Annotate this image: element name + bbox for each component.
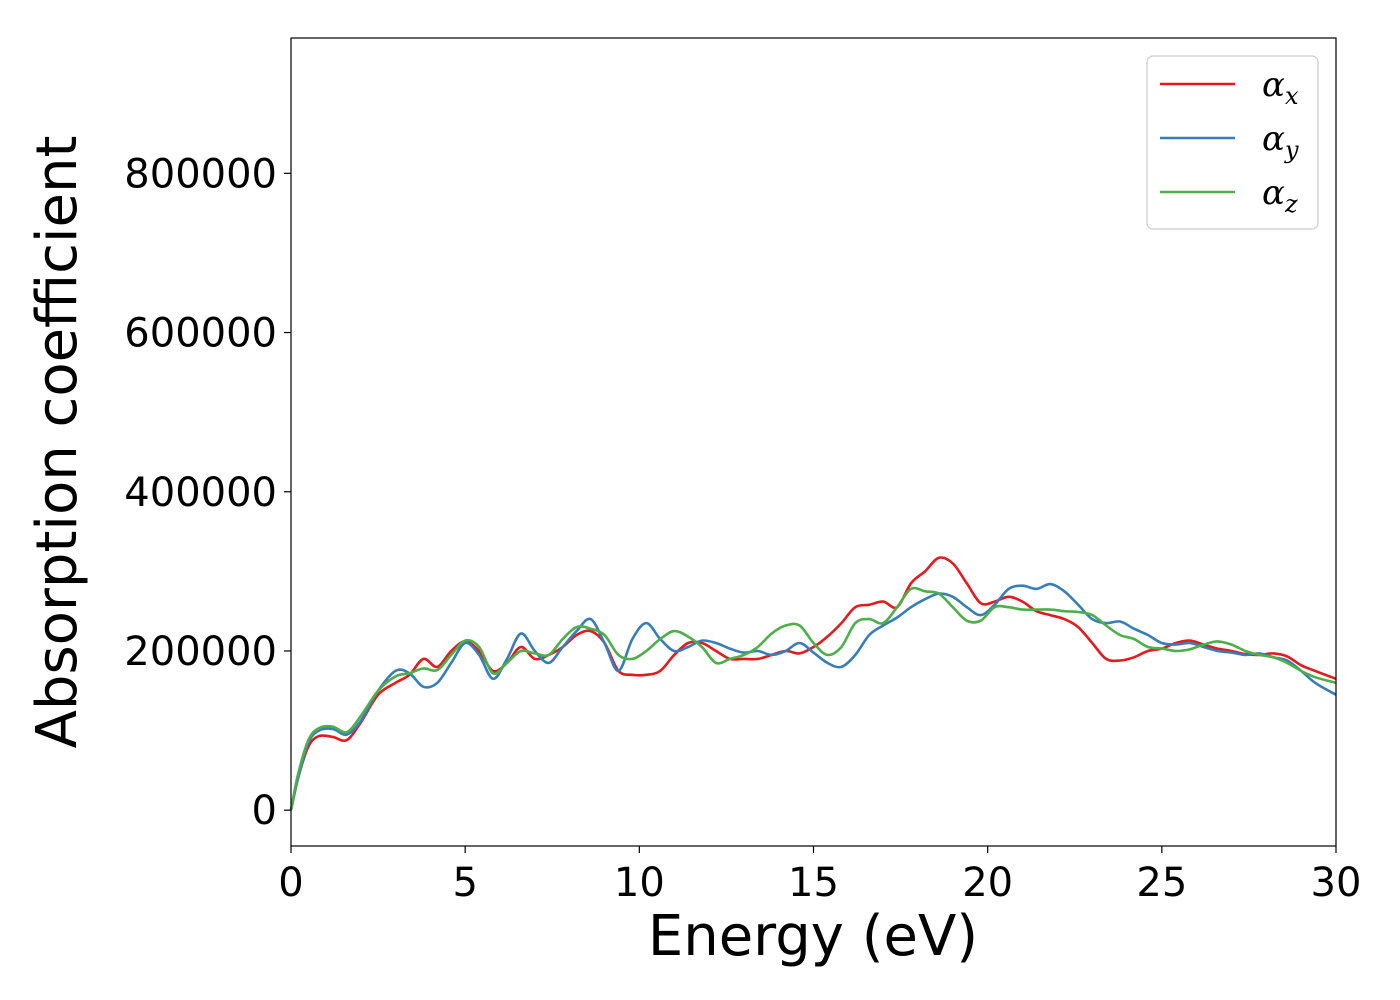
legend-box — [1146, 55, 1319, 230]
x-tick-label: 30 — [1311, 860, 1362, 906]
y-axis-label: Absorption coefficient — [25, 136, 90, 749]
x-tick-label: 10 — [614, 860, 665, 906]
y-tick-label: 200000 — [124, 629, 277, 675]
x-tick-label: 20 — [962, 860, 1013, 906]
legend: αx αy αz — [1146, 55, 1319, 230]
y-axis: 0 200000 400000 600000 800000 — [124, 151, 291, 834]
y-tick-label: 0 — [252, 788, 277, 834]
x-tick-label: 5 — [452, 860, 477, 906]
x-tick-label: 15 — [788, 860, 839, 906]
y-tick-label: 800000 — [124, 151, 277, 197]
series-line-z — [289, 586, 1337, 811]
series-line-y — [289, 582, 1337, 811]
series-group — [289, 556, 1337, 811]
x-axis: 0 5 10 15 20 25 30 — [278, 846, 1361, 906]
legend-label-x: αx — [1262, 65, 1299, 110]
x-tick-label: 25 — [1136, 860, 1187, 906]
x-axis-label: Energy (eV) — [648, 904, 978, 969]
legend-label-z: αz — [1262, 173, 1298, 218]
y-tick-label: 400000 — [124, 470, 277, 516]
legend-label-y: αy — [1262, 119, 1299, 164]
x-tick-label: 0 — [278, 860, 303, 906]
y-tick-label: 600000 — [124, 311, 277, 357]
